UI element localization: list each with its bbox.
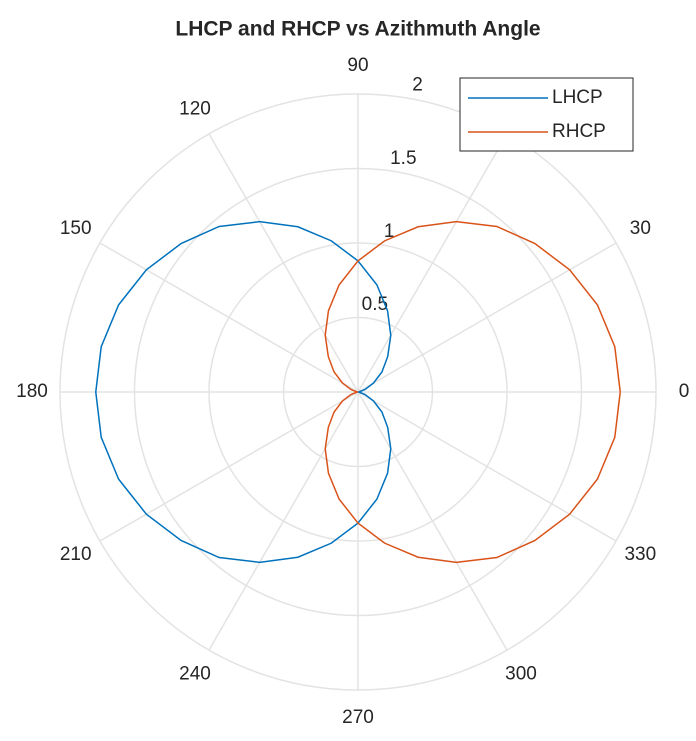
theta-tick-label: 330 <box>624 544 656 565</box>
theta-tick-label: 210 <box>60 544 92 565</box>
theta-tick-label: 180 <box>16 381 48 402</box>
series-line <box>324 220 621 564</box>
legend-label: RHCP <box>552 121 606 142</box>
chart-title: LHCP and RHCP vs Azithmuth Angle <box>175 18 540 41</box>
legend-box <box>459 77 634 152</box>
r-tick-label: 2 <box>412 75 423 96</box>
legend-label: LHCP <box>552 87 603 108</box>
r-tick-label: 1 <box>384 221 395 242</box>
r-tick-label: 1.5 <box>390 148 416 169</box>
theta-tick-label: 240 <box>179 663 211 684</box>
theta-tick-label: 0 <box>679 381 690 402</box>
series-line <box>95 220 392 564</box>
grid-ring <box>282 316 434 468</box>
theta-tick-label: 270 <box>342 707 374 728</box>
theta-tick-label: 90 <box>347 55 368 76</box>
theta-tick-label: 30 <box>630 218 651 239</box>
theta-tick-label: 120 <box>179 99 211 120</box>
grid-ring <box>208 242 508 542</box>
grid-ring <box>59 93 657 691</box>
grid-ring <box>133 167 583 617</box>
theta-tick-label: 300 <box>505 663 537 684</box>
r-tick-label: 0.5 <box>362 294 388 315</box>
theta-tick-label: 150 <box>60 218 92 239</box>
